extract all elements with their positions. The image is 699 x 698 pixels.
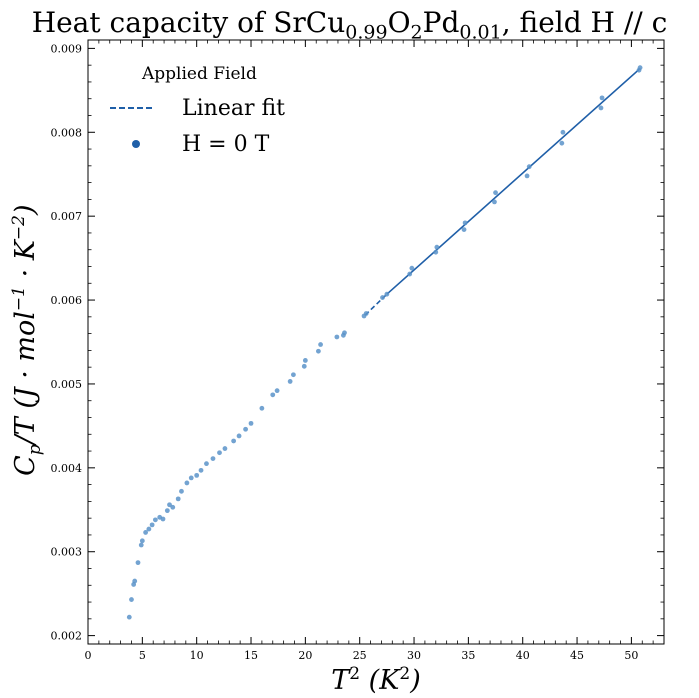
data-point xyxy=(380,295,385,300)
y-tick-label: 0.008 xyxy=(51,126,83,139)
x-tick-label: 45 xyxy=(570,649,584,662)
y-tick-label: 0.005 xyxy=(51,378,83,391)
data-point xyxy=(492,199,497,205)
x-tick-label: 30 xyxy=(407,649,421,662)
data-point xyxy=(526,164,532,170)
data-point xyxy=(274,388,280,394)
legend-label-fit: Linear fit xyxy=(182,95,285,121)
data-point xyxy=(139,538,145,544)
x-tick-label: 0 xyxy=(85,649,92,662)
data-point xyxy=(301,363,307,369)
y-tick-label: 0.007 xyxy=(51,210,83,223)
data-point xyxy=(409,265,415,271)
data-point xyxy=(167,502,172,508)
data-point xyxy=(143,530,149,535)
x-tick-label: 20 xyxy=(298,649,312,662)
data-point xyxy=(291,372,296,378)
data-point xyxy=(599,95,605,101)
data-point xyxy=(175,496,181,502)
data-point xyxy=(461,227,467,232)
data-point xyxy=(270,392,276,398)
legend-label-data: H = 0 T xyxy=(182,131,270,157)
data-point xyxy=(138,542,144,548)
y-tick-label: 0.009 xyxy=(51,42,83,55)
x-tick-label: 10 xyxy=(190,649,204,662)
x-tick-label: 15 xyxy=(244,649,258,662)
data-point xyxy=(132,578,138,584)
data-point xyxy=(149,522,155,528)
data-point xyxy=(434,244,440,250)
data-point xyxy=(560,129,566,135)
legend-title: Applied Field xyxy=(142,64,257,84)
fit-line-solid xyxy=(386,67,641,295)
data-point xyxy=(318,342,323,347)
plot-frame xyxy=(87,39,665,645)
data-point xyxy=(316,348,321,354)
data-point xyxy=(129,597,134,602)
dot-marker-icon xyxy=(104,134,168,154)
data-point xyxy=(598,105,604,111)
x-tick-label: 35 xyxy=(461,649,475,662)
data-point xyxy=(637,65,643,71)
data-point xyxy=(152,517,158,523)
data-point xyxy=(204,461,209,467)
y-axis-label: Cp/T (J · mol−1 · K−2) xyxy=(8,204,46,476)
data-point xyxy=(179,488,184,494)
data-point xyxy=(160,516,166,522)
data-point xyxy=(210,456,216,462)
data-point xyxy=(231,438,237,444)
dashed-line-icon xyxy=(104,98,168,118)
x-tick-label: 5 xyxy=(139,649,146,662)
data-point xyxy=(363,311,369,316)
data-point xyxy=(287,379,293,384)
data-point xyxy=(524,173,530,179)
x-tick-label: 40 xyxy=(516,649,530,662)
data-point xyxy=(433,249,439,255)
data-point xyxy=(243,426,248,432)
data-point xyxy=(135,560,141,566)
data-point xyxy=(198,467,204,473)
data-point xyxy=(170,504,176,510)
y-tick-label: 0.006 xyxy=(51,294,83,307)
data-point xyxy=(302,358,308,363)
legend-entry-data: H = 0 T xyxy=(104,126,285,162)
y-tick-label: 0.003 xyxy=(51,546,83,559)
y-tick-label: 0.002 xyxy=(51,630,83,643)
data-point xyxy=(184,480,190,486)
legend: Applied Field Linear fit H = 0 T xyxy=(104,64,285,162)
x-axis-label: T2 (K2) xyxy=(331,664,421,696)
data-point xyxy=(334,334,340,340)
data-point xyxy=(248,420,254,426)
chart-title: Heat capacity of SrCu0.99O2Pd0.01, field… xyxy=(31,6,668,44)
y-tick-label: 0.004 xyxy=(51,462,83,475)
data-point xyxy=(259,405,265,411)
data-point xyxy=(194,472,200,478)
legend-entry-fit: Linear fit xyxy=(104,90,285,126)
data-point xyxy=(222,446,228,451)
data-point xyxy=(164,508,170,514)
data-point xyxy=(342,330,347,336)
data-point xyxy=(236,433,242,439)
data-point xyxy=(146,526,152,532)
data-point xyxy=(188,475,194,481)
data-point xyxy=(493,190,498,196)
data-point xyxy=(384,291,390,297)
data-point xyxy=(559,140,565,146)
data-point xyxy=(217,450,222,456)
x-tick-label: 50 xyxy=(624,649,638,662)
data-point xyxy=(126,614,132,620)
x-tick-label: 25 xyxy=(353,649,367,662)
data-point xyxy=(407,271,413,277)
data-point xyxy=(462,220,468,226)
